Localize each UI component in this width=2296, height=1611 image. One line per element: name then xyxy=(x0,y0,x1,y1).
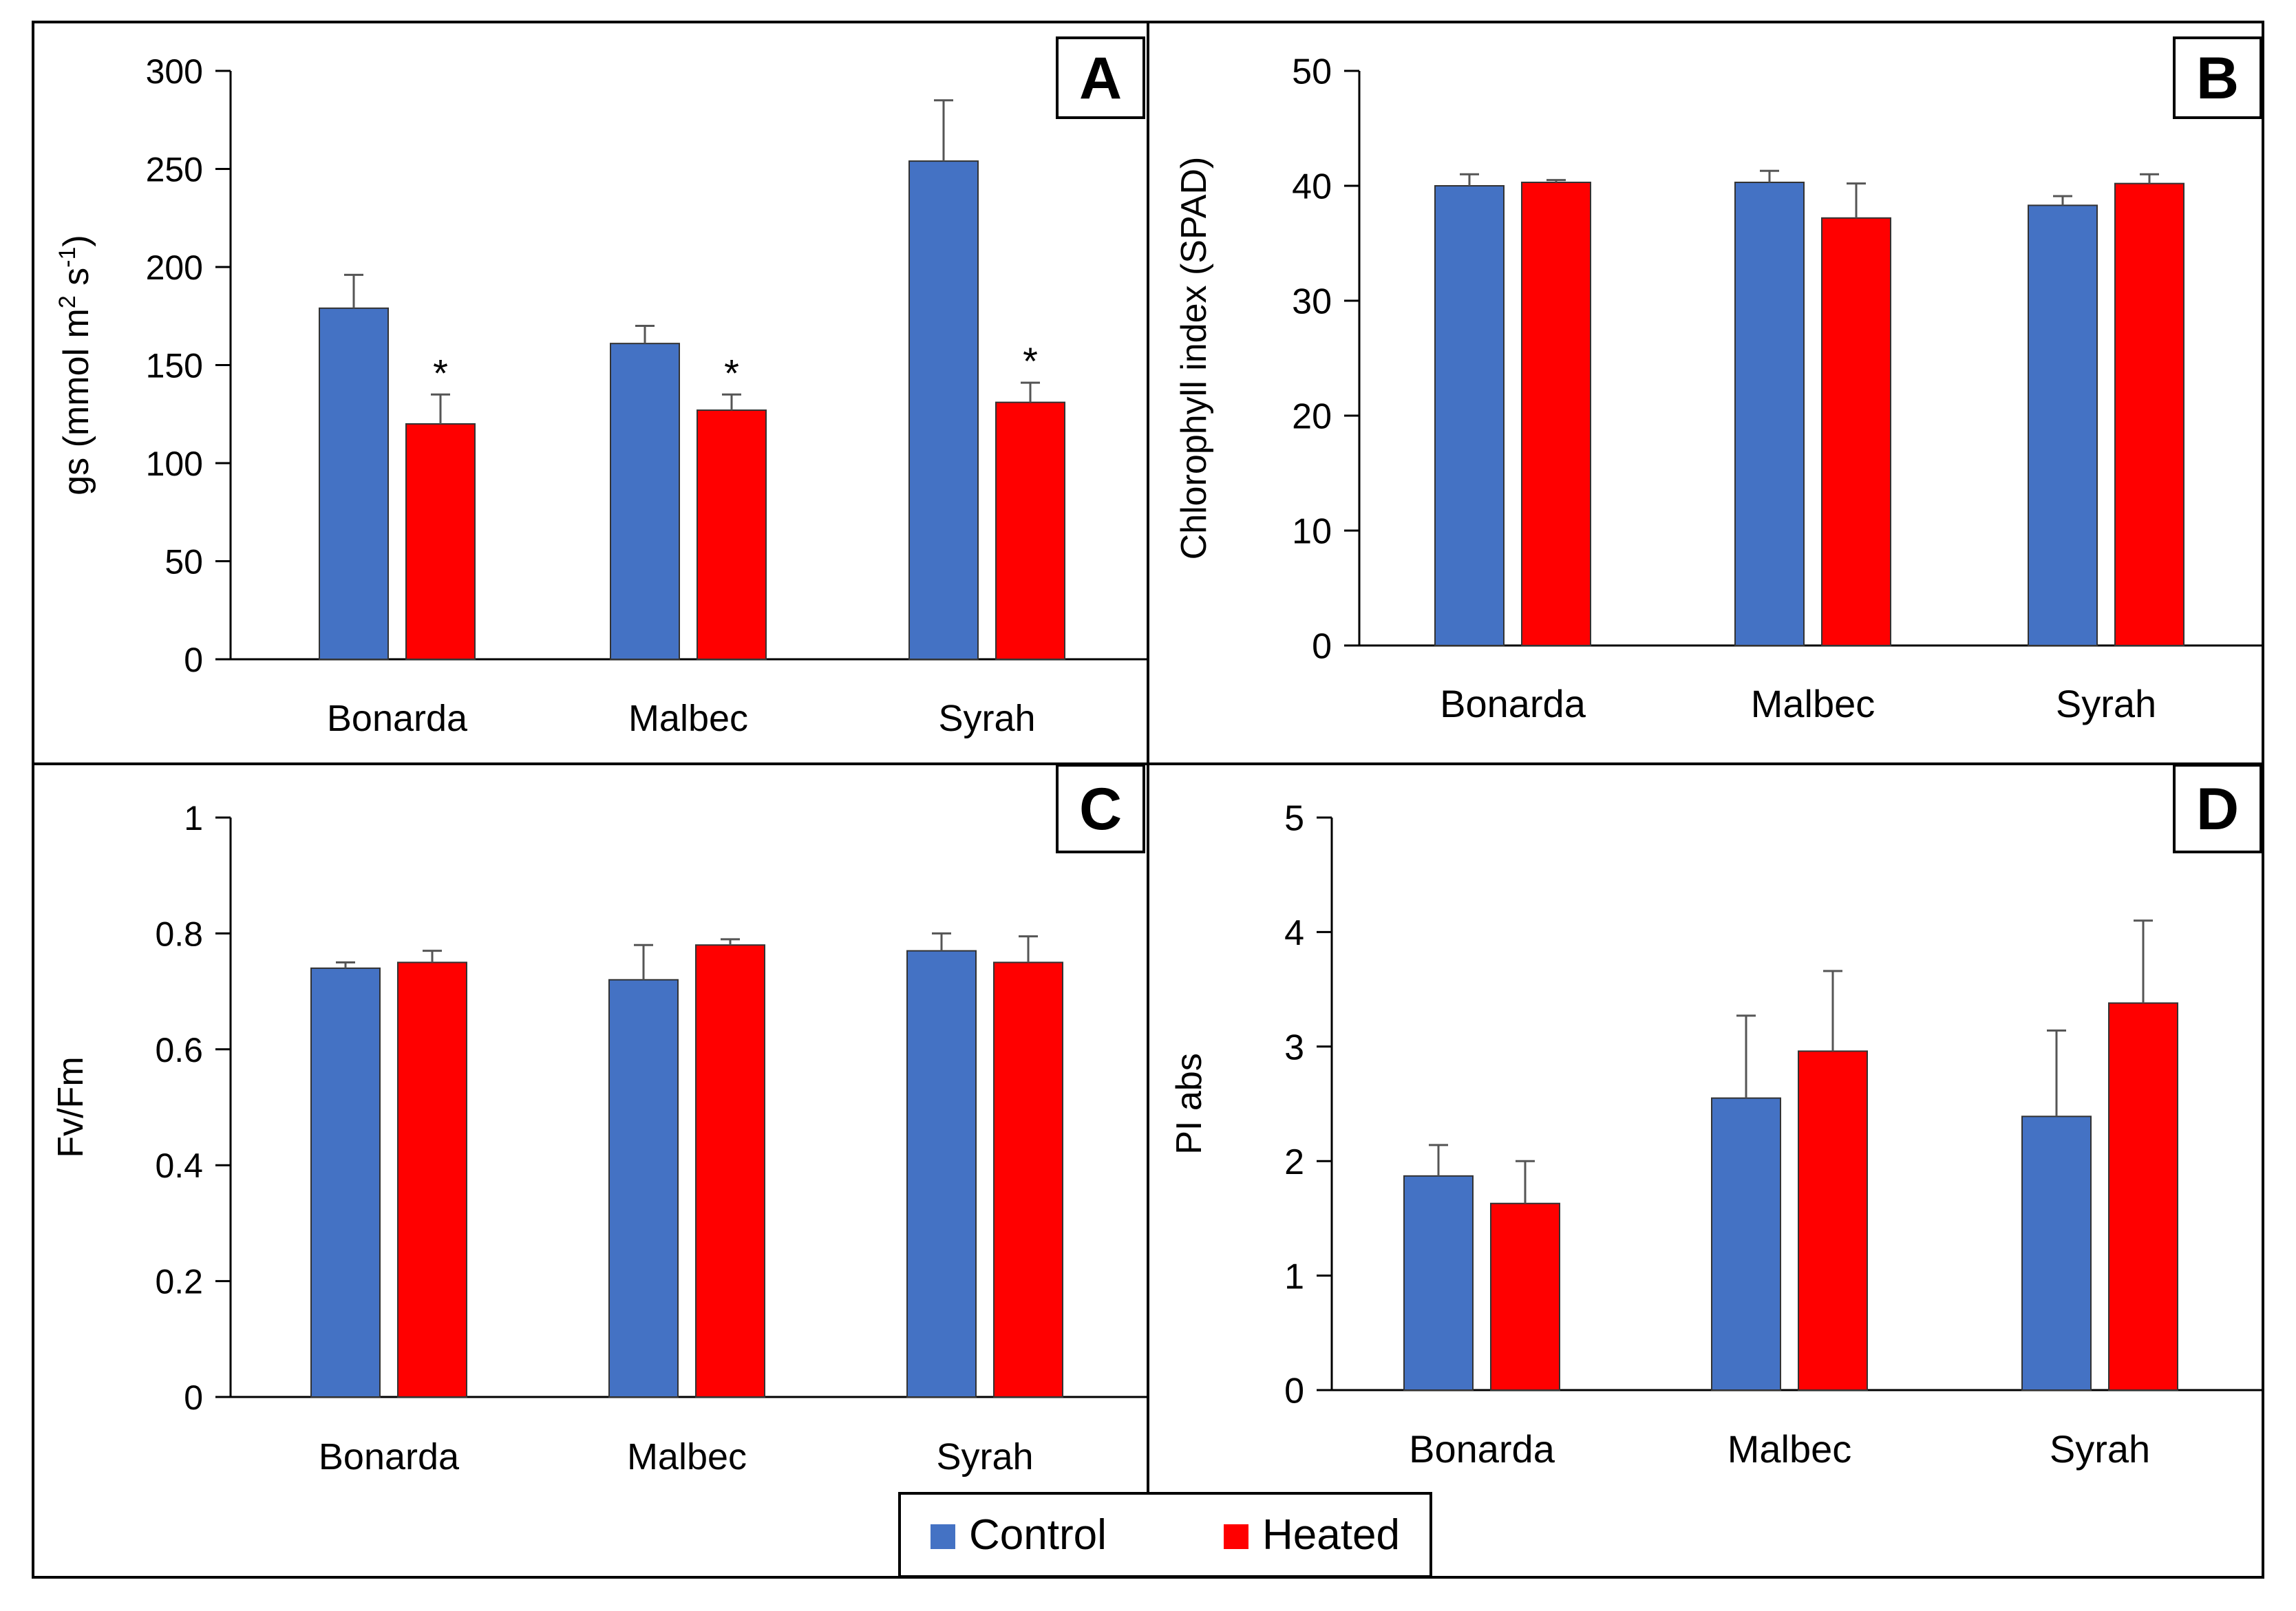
x-category-label: Syrah xyxy=(2056,682,2156,725)
y-tick-label: 0.4 xyxy=(155,1146,203,1185)
panel-d: 0 1 2 3 4 5 PI abs Bonarda Malbec Syrah D xyxy=(1169,764,2263,1471)
y-tick-label: 0.8 xyxy=(155,915,203,953)
y-axis-title-part: gs (mmol m xyxy=(56,308,96,495)
y-tick-label: 5 xyxy=(1284,799,1304,839)
y-tick-label: 2 xyxy=(1284,1142,1304,1182)
bar-heated-bonarda xyxy=(1521,181,1591,646)
bar-control-syrah xyxy=(906,950,977,1398)
y-axis-title: gs (mmol m2 s-1) xyxy=(54,235,96,495)
y-tick-label: 40 xyxy=(1292,167,1332,207)
panel-tag-label: A xyxy=(1079,45,1122,111)
x-category-label: Bonarda xyxy=(327,698,468,739)
bar-heated-syrah xyxy=(993,961,1063,1398)
y-tick-label: 20 xyxy=(1292,397,1332,437)
bar-heated-bonarda xyxy=(1490,1202,1560,1391)
bar-heated-malbec xyxy=(695,944,765,1398)
bar-control-bonarda xyxy=(1403,1175,1474,1391)
y-tick-label: 100 xyxy=(146,445,203,483)
y-axis-title-part: ) xyxy=(56,235,96,246)
y-axis-title: Fv/Fm xyxy=(51,1056,91,1157)
y-tick-label: 4 xyxy=(1284,913,1304,953)
x-category-label: Malbec xyxy=(628,698,748,739)
bar-control-malbec xyxy=(610,343,680,660)
bar-control-malbec xyxy=(1734,181,1805,646)
panel-tag-box xyxy=(1056,764,1145,853)
significance-marker: * xyxy=(1023,339,1038,383)
legend-label-control: Control xyxy=(969,1511,1107,1559)
y-tick-label: 300 xyxy=(146,52,203,91)
bar-control-bonarda xyxy=(310,967,381,1398)
y-axis-title: Chlorophyll index (SPAD) xyxy=(1174,157,1214,560)
bar-heated-malbec xyxy=(1798,1050,1868,1391)
y-axis-title-part: 2 xyxy=(54,295,81,308)
y-tick-label: 0 xyxy=(1284,1372,1304,1411)
bar-control-bonarda xyxy=(319,307,389,660)
bar-heated-syrah xyxy=(2108,1002,2178,1391)
x-category-label: Syrah xyxy=(938,698,1035,739)
panel-a: 0 50 100 150 200 250 300 gs (mmol m2 s-1) * Bonar… xyxy=(54,36,1148,739)
y-tick-label: 1 xyxy=(1284,1257,1304,1297)
x-category-label: Syrah xyxy=(936,1436,1033,1477)
y-axis-title-part: -1 xyxy=(54,247,81,268)
bar-heated-bonarda xyxy=(397,961,467,1398)
bar-heated-bonarda xyxy=(405,423,476,660)
y-tick-label: 0 xyxy=(1312,627,1332,667)
y-tick-label: 250 xyxy=(146,151,203,189)
panel-tag-label: D xyxy=(2196,776,2239,842)
x-category-label: Malbec xyxy=(627,1436,747,1477)
panel-tag-box xyxy=(1056,36,1145,119)
x-category-label: Syrah xyxy=(2050,1427,2150,1471)
legend: Control Heated xyxy=(898,1492,1432,1578)
panel-b: 0 10 20 30 40 50 Chlorophyll index (SPAD) Bonar… xyxy=(1174,36,2263,725)
significance-marker: * xyxy=(433,351,448,394)
bar-heated-syrah xyxy=(995,401,1065,661)
x-category-label: Bonarda xyxy=(319,1436,460,1477)
significance-marker: * xyxy=(724,351,739,394)
legend-box xyxy=(898,1492,1432,1578)
y-tick-label: 1 xyxy=(184,799,203,837)
bar-control-malbec xyxy=(1711,1097,1781,1391)
legend-swatch-heated xyxy=(1224,1524,1248,1549)
y-tick-label: 10 xyxy=(1292,512,1332,552)
bar-heated-syrah xyxy=(2114,182,2185,647)
y-tick-label: 0.2 xyxy=(155,1263,203,1301)
y-tick-label: 0 xyxy=(184,641,203,679)
bar-control-syrah xyxy=(2021,1116,2092,1391)
bar-control-syrah xyxy=(2028,204,2098,646)
x-category-label: Malbec xyxy=(1728,1427,1852,1471)
y-tick-label: 3 xyxy=(1284,1028,1304,1068)
y-tick-label: 150 xyxy=(146,347,203,385)
y-axis-title-part: s xyxy=(56,268,96,295)
x-category-label: Bonarda xyxy=(1440,682,1586,725)
y-tick-label: 50 xyxy=(1292,52,1332,92)
panel-tag-label: C xyxy=(1079,776,1122,842)
panel-tag-label: B xyxy=(2196,45,2239,111)
bar-control-malbec xyxy=(608,979,679,1398)
panel-c: 0 0.2 0.4 0.6 0.8 1 Fv/Fm Bonarda Malbec Syrah C xyxy=(51,764,1148,1477)
bar-control-bonarda xyxy=(1434,185,1505,646)
panel-tag-box xyxy=(2173,36,2262,119)
y-axis-title: PI abs xyxy=(1169,1053,1209,1154)
x-category-label: Malbec xyxy=(1751,682,1875,725)
y-tick-label: 0 xyxy=(184,1378,203,1417)
bar-heated-malbec xyxy=(1821,217,1891,646)
legend-swatch-control xyxy=(931,1524,955,1549)
y-tick-label: 50 xyxy=(164,543,203,582)
bar-control-syrah xyxy=(908,160,979,661)
y-tick-label: 30 xyxy=(1292,282,1332,322)
legend-label-heated: Heated xyxy=(1262,1511,1400,1559)
y-tick-label: 0.6 xyxy=(155,1031,203,1069)
x-category-label: Bonarda xyxy=(1409,1427,1555,1471)
panel-tag-box xyxy=(2173,764,2262,853)
y-tick-label: 200 xyxy=(146,248,203,287)
bar-heated-malbec xyxy=(697,409,767,660)
